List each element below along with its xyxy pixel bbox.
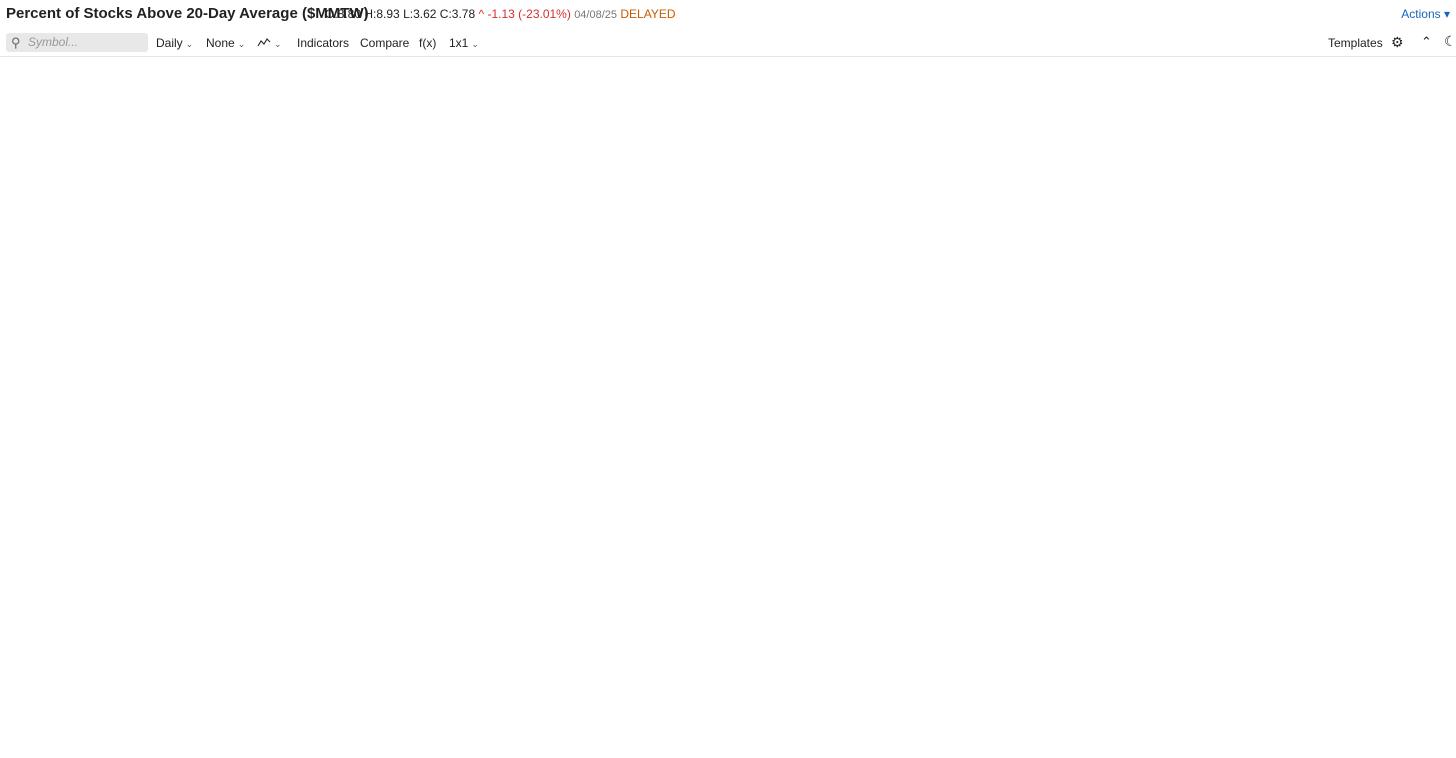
- search-icon: ⚲: [11, 35, 21, 50]
- gear-icon[interactable]: ⚙: [1391, 34, 1404, 50]
- toolbar: ⚲ Symbol... Daily ⌄ None ⌄ ⌄ Indicators Co…: [0, 30, 1456, 57]
- quote-date: 04/08/25: [574, 9, 618, 21]
- chevron-down-icon: ⌄: [237, 39, 246, 49]
- chevron-down-icon: ⌄: [471, 39, 479, 49]
- layout-label: 1x1: [449, 36, 469, 50]
- delayed-badge: DELAYED: [620, 7, 676, 21]
- open-value: O:8.80: [325, 7, 362, 21]
- line-chart-icon: [257, 38, 271, 47]
- none-dropdown[interactable]: None ⌄: [206, 36, 245, 50]
- chevron-down-icon: ⌄: [185, 39, 194, 49]
- change-value: ^ -1.13 (-23.01%): [478, 7, 571, 21]
- chevron-down-icon: ⌄: [274, 39, 282, 49]
- symbol-search-input[interactable]: ⚲ Symbol...: [6, 33, 148, 52]
- indicators-button[interactable]: Indicators: [297, 36, 350, 50]
- chart-title: Percent of Stocks Above 20-Day Average (…: [6, 5, 369, 22]
- collapse-up-icon[interactable]: ⌃: [1421, 34, 1432, 49]
- templates-button[interactable]: Templates: [1328, 36, 1383, 50]
- chart-type-dropdown[interactable]: ⌄: [257, 36, 282, 50]
- title-bar: Percent of Stocks Above 20-Day Average (…: [0, 0, 1456, 28]
- close-value: C:3.78: [439, 7, 476, 21]
- search-placeholder: Symbol...: [28, 35, 79, 49]
- high-value: H:8.93: [364, 7, 400, 21]
- fx-button[interactable]: f(x): [419, 36, 437, 50]
- layout-dropdown[interactable]: 1x1 ⌄: [449, 36, 479, 50]
- ohlc-readout: O:8.80 H:8.93 L:3.62 C:3.78 ^ -1.13 (-23…: [325, 7, 676, 21]
- actions-menu[interactable]: Actions ▾: [1401, 7, 1450, 21]
- compare-button[interactable]: Compare: [360, 36, 410, 50]
- none-label: None: [206, 36, 235, 50]
- moon-icon[interactable]: ☾: [1444, 33, 1456, 49]
- low-value: L:3.62: [403, 7, 437, 21]
- interval-label: Daily: [156, 36, 183, 50]
- interval-dropdown[interactable]: Daily ⌄: [156, 36, 193, 50]
